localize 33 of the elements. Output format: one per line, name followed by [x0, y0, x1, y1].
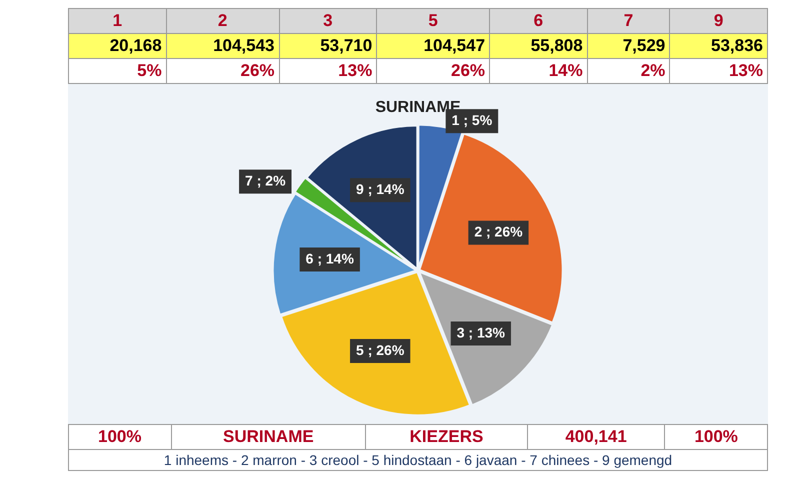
text: SURINAME: [171, 424, 366, 450]
text: 3: [279, 8, 377, 34]
text: 53,836: [670, 34, 768, 58]
text: 26%: [166, 58, 280, 84]
text: 100%: [664, 424, 768, 450]
text: KIEZERS: [366, 424, 528, 450]
text: 2%: [587, 58, 670, 84]
text: 5: [376, 8, 490, 34]
text: 14%: [490, 58, 588, 84]
text: 7: [587, 8, 670, 34]
text: 13%: [670, 58, 768, 84]
slice-label: 9 ; 14%: [356, 181, 405, 198]
text: 20,168: [68, 34, 166, 58]
text: 9: [670, 8, 768, 34]
text: 104,547: [376, 34, 490, 58]
text: 6: [490, 8, 588, 34]
text: 26%: [376, 58, 490, 84]
slice-label: 6 ; 14%: [306, 250, 354, 266]
text: 5%: [68, 58, 166, 84]
text: 2: [166, 8, 280, 34]
text: 100%: [68, 424, 172, 450]
text: 7,529: [587, 34, 670, 58]
slice-label: 3 ; 13%: [456, 324, 506, 340]
slice-label: 2 ; 26%: [474, 224, 524, 240]
text: 13%: [279, 58, 377, 84]
text: 53,710: [279, 34, 377, 58]
text: 1 inheems - 2 marron - 3 creool - 5 hindostaan - 6 javaan - 7 chinees - 9 gemengd: [68, 450, 768, 470]
slice-label: 5 ; 26%: [356, 342, 405, 358]
text: 1: [68, 8, 166, 34]
slice-label: 7 ; 2%: [245, 172, 286, 188]
text: 55,808: [490, 34, 588, 58]
text: 400,141: [527, 424, 665, 450]
text: 104,543: [166, 34, 280, 58]
